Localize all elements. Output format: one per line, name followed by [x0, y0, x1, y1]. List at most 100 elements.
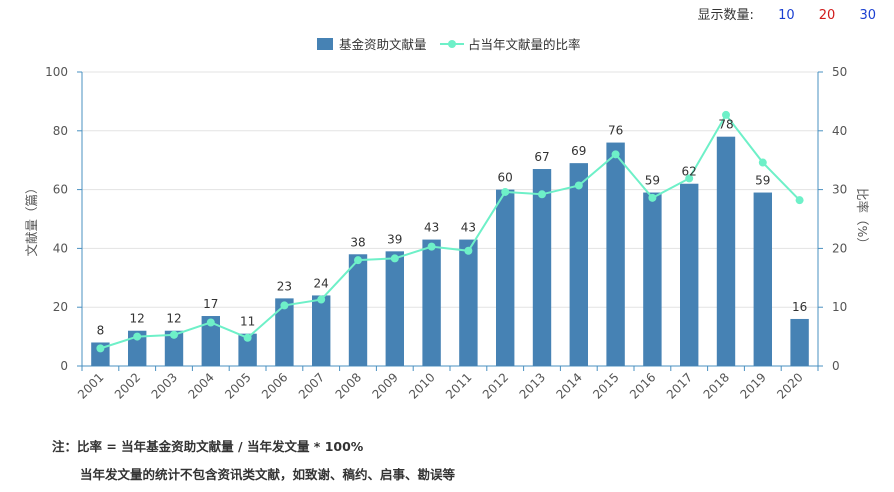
y-left-tick-label: 20: [53, 300, 68, 314]
line-series: [96, 110, 804, 353]
ratio-point: [722, 110, 730, 119]
ratio-point: [611, 150, 620, 159]
bar-value-label: 17: [203, 297, 218, 311]
ratio-point: [464, 246, 473, 255]
legend-bar-label: 基金资助文献量: [339, 37, 427, 52]
y-right-tick-label: 10: [832, 300, 847, 314]
bar: [422, 239, 441, 366]
x-tick-label: 2004: [185, 370, 216, 401]
y-left-tick-label: 60: [53, 183, 68, 197]
ratio-point: [206, 318, 215, 327]
ratio-point: [354, 256, 362, 265]
ratio-point: [243, 333, 252, 342]
y-right-tick-label: 0: [832, 359, 840, 373]
bar-value-label: 60: [498, 171, 513, 185]
ratio-point: [170, 330, 178, 339]
y-right-tick-label: 40: [832, 124, 847, 138]
x-tick-label: 2011: [443, 370, 474, 401]
bar-value-label: 12: [166, 312, 181, 326]
chart-grid: [82, 71, 818, 367]
page-size-option-30[interactable]: 30: [859, 8, 876, 23]
ratio-point: [390, 254, 399, 263]
x-tick-label: 2015: [590, 370, 621, 401]
x-tick-label: 2009: [369, 370, 400, 401]
y-left-tick-label: 0: [60, 359, 68, 373]
ratio-point: [133, 332, 142, 341]
bar: [496, 189, 515, 366]
y-left-tick-label: 80: [53, 124, 68, 138]
bar-value-label: 78: [718, 118, 733, 132]
bar-value-label: 11: [240, 315, 255, 329]
bar: [238, 333, 257, 366]
bar-value-label: 24: [314, 276, 329, 290]
bar-value-label: 23: [277, 279, 292, 293]
data-labels: 8 12 12 17 11 23 24 38 39 43 43 60 67 69 76 59 62 78 59 16: [97, 118, 808, 338]
bar: [532, 169, 552, 366]
ratio-point: [758, 158, 767, 167]
y-right-tick-label: 50: [832, 65, 847, 79]
x-tick-label: 2002: [112, 370, 143, 401]
x-tick-label: 2020: [774, 370, 805, 401]
bar-value-label: 39: [387, 232, 402, 246]
y-axis-right-label: 比率（%）: [855, 188, 870, 250]
x-tick-label: 2001: [75, 370, 106, 401]
x-tick-label: 2018: [701, 370, 732, 401]
bar-value-label: 67: [534, 150, 549, 164]
ratio-point: [96, 344, 105, 353]
legend-line-label: 占当年文献量的比率: [468, 37, 581, 52]
bar: [164, 330, 184, 366]
bar: [385, 251, 404, 366]
y-axis-left-label: 文献量（篇）: [24, 181, 39, 256]
x-tick-label: 2019: [737, 370, 768, 401]
bar-value-label: 8: [97, 323, 105, 337]
bar-value-label: 69: [571, 144, 586, 158]
x-tick-label: 2014: [553, 370, 584, 401]
y-left-tick-label: 100: [45, 65, 68, 79]
ratio-point: [501, 187, 510, 196]
bar: [753, 192, 772, 366]
bar-value-label: 76: [608, 124, 623, 138]
x-tick-label: 2003: [149, 370, 180, 401]
bar: [312, 295, 331, 366]
y-right-tick-label: 30: [832, 183, 847, 197]
bar-value-label: 16: [792, 300, 807, 314]
x-tick-label: 2012: [480, 370, 511, 401]
y-right-tick-label: 20: [832, 241, 847, 255]
bar-value-label: 38: [350, 235, 365, 249]
x-tick-label: 2017: [664, 370, 695, 401]
ratio-point: [317, 295, 326, 304]
bar-value-label: 43: [461, 221, 476, 235]
page-size-label: 显示数量:: [697, 8, 754, 23]
bar-value-label: 59: [645, 174, 660, 188]
x-tick-label: 2008: [333, 370, 364, 401]
bar-value-label: 62: [682, 165, 697, 179]
bar: [606, 142, 625, 366]
bar-series: [91, 136, 809, 366]
ratio-point: [795, 196, 804, 205]
chart-legend: 基金资助文献量 占当年文献量的比率: [317, 37, 581, 52]
ratio-point: [648, 193, 657, 202]
bar: [459, 239, 478, 366]
legend-line-marker: [448, 40, 456, 48]
bar-value-label: 59: [755, 174, 770, 188]
x-tick-label: 2007: [296, 370, 327, 401]
bar: [201, 316, 220, 366]
x-tick-label: 2010: [406, 370, 437, 401]
bar-value-label: 12: [130, 312, 145, 326]
x-tick-label: 2013: [517, 370, 548, 401]
bar: [128, 330, 147, 366]
ratio-point: [685, 174, 694, 183]
bar: [790, 318, 809, 366]
ratio-line: [100, 113, 801, 350]
bar: [643, 192, 662, 366]
footnote-ratio-formula: 注：比率 = 当年基金资助文献量 / 当年发文量 * 100%: [52, 439, 364, 454]
x-tick-label: 2006: [259, 370, 290, 401]
page-size-option-20[interactable]: 20: [818, 8, 836, 23]
page-size-option-10[interactable]: 10: [778, 8, 795, 23]
bar: [348, 254, 368, 366]
bar-value-label: 43: [424, 221, 439, 235]
x-tick-label: 2016: [627, 370, 658, 401]
bar: [680, 183, 699, 366]
bar: [716, 136, 736, 366]
